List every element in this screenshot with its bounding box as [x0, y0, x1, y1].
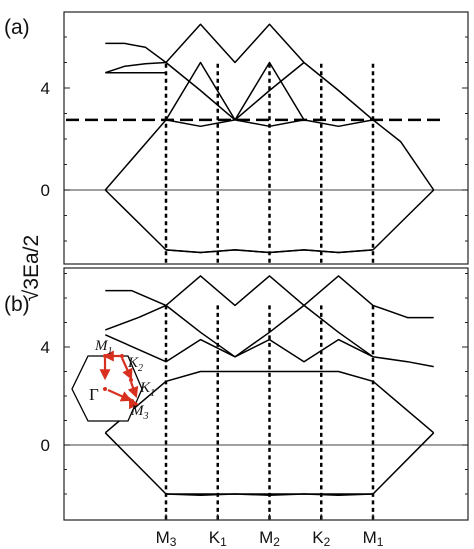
x-tick-label-M3: M3: [156, 528, 177, 549]
panel-b-bands: [64, 275, 468, 496]
band-line-1: [105, 275, 434, 319]
x-tick-label-K2: K2: [312, 528, 330, 549]
band-line-6: [303, 61, 374, 121]
y-axis-label: √3Ea/2: [20, 235, 43, 301]
bz-label-gamma: Γ: [89, 385, 99, 404]
band-line-3: [105, 61, 167, 74]
band-line-4: [165, 61, 236, 121]
panel-a-y-ticks: 04: [41, 36, 468, 242]
brillouin-zone-path-arrows: [99, 350, 139, 410]
panel-a-symmetry-lines: [164, 63, 375, 264]
bz-arrow-4: [127, 381, 139, 399]
bz-point-1: [103, 354, 107, 358]
y-tick-label: 0: [41, 181, 50, 200]
bz-point-2: [120, 354, 124, 358]
panel-b-label: (b): [4, 293, 30, 316]
band-line-3: [104, 334, 374, 363]
panel-a-label: (a): [4, 16, 30, 39]
panel-a-frame: [63, 11, 469, 265]
band-line-5: [234, 61, 305, 121]
panel-b: (b) 0 4 M1 K2 K1 M3 Γ: [4, 267, 469, 521]
bz-label-k1: K1: [139, 380, 155, 399]
brillouin-zone-inset: M1 K2 K1 M3 Γ: [71, 338, 155, 422]
bz-point-4: [130, 399, 134, 403]
x-axis-tick-labels: M3 K1 M2 K2 M1: [156, 514, 384, 549]
panel-a: (a) 04: [4, 11, 469, 265]
bz-point-5: [103, 387, 107, 391]
band-line-4: [104, 370, 435, 434]
bz-point-3: [129, 378, 133, 382]
panel-b-frame: [63, 267, 469, 521]
x-tick-label-M1: M1: [363, 528, 384, 549]
y-axis-label-text: √3Ea/2: [20, 235, 43, 301]
bz-label-m1: M1: [94, 338, 113, 357]
x-tick-label-K1: K1: [209, 528, 227, 549]
panel-a-bands: [64, 23, 468, 254]
bz-arrow-3: [120, 357, 133, 381]
y-tick-label: 4: [41, 79, 50, 98]
bz-label-m3: M3: [130, 403, 149, 422]
band-line-2: [165, 23, 305, 64]
bz-label-k2: K2: [127, 355, 143, 374]
y-tick-label: 4: [41, 338, 50, 357]
band-line-1: [105, 42, 167, 64]
band-line-2: [105, 304, 434, 368]
band-line-7: [165, 61, 305, 121]
band-line-8: [104, 119, 305, 191]
y-tick-label: 0: [41, 436, 50, 455]
panel-b-symmetry-lines: [164, 305, 375, 520]
band-line-9: [303, 119, 435, 191]
bz-arrow-5: [107, 388, 133, 402]
x-tick-label-M2: M2: [259, 528, 280, 549]
